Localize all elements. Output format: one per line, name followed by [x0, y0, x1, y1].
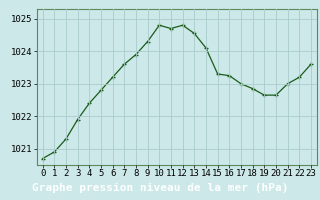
- Text: Graphe pression niveau de la mer (hPa): Graphe pression niveau de la mer (hPa): [32, 183, 288, 193]
